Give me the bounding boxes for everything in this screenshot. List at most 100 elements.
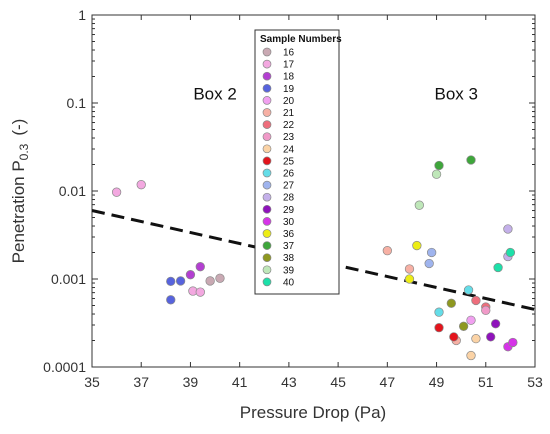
data-point-sample-25	[449, 332, 459, 342]
data-point-sample-18	[195, 262, 205, 272]
data-point-sample-17	[195, 287, 205, 297]
x-tick-label: 51	[478, 374, 494, 390]
legend-entry: 27	[283, 181, 295, 192]
data-point-sample-39	[414, 200, 424, 210]
data-point-sample-40	[493, 262, 503, 273]
data-point-sample-24	[471, 333, 481, 344]
box-annotations: Box 2 Box 3	[193, 84, 478, 103]
data-point-sample-36	[412, 240, 422, 251]
x-tick-label: 37	[133, 374, 149, 390]
x-tick-label: 53	[527, 374, 543, 390]
legend-marker	[262, 59, 272, 69]
legend-marker	[262, 180, 272, 190]
legend-entry: 17	[283, 60, 295, 71]
data-point-sample-19	[166, 276, 176, 287]
data-point-sample-40	[505, 247, 516, 258]
legend-entry: 38	[283, 253, 295, 264]
legend-entry: 19	[283, 84, 295, 95]
legend-marker	[262, 96, 272, 105]
data-points	[111, 155, 518, 361]
legend-marker	[262, 120, 272, 129]
data-point-sample-25	[434, 323, 444, 333]
legend-title: Sample Numbers	[260, 34, 342, 45]
legend-entry: 16	[283, 48, 295, 59]
data-point-sample-19	[175, 276, 186, 286]
legend-entry: 25	[283, 156, 295, 167]
legend-marker	[262, 156, 272, 166]
legend-entry: 26	[283, 169, 295, 180]
data-point-sample-26	[434, 307, 444, 317]
legend-marker	[262, 204, 272, 214]
legend-entry: 30	[283, 217, 295, 228]
legend-entry: 23	[283, 132, 295, 143]
x-tick-label: 39	[183, 374, 199, 390]
x-tick-label: 47	[380, 374, 396, 390]
legend-entry: 28	[283, 193, 295, 204]
data-point-sample-22	[471, 295, 481, 306]
data-point-sample-17	[111, 187, 122, 197]
legend-marker	[262, 71, 272, 81]
legend-marker	[262, 168, 272, 178]
legend-entry: 36	[283, 229, 295, 240]
legend-entry: 18	[283, 72, 295, 83]
y-axis-title-main: Penetration P	[9, 160, 28, 263]
legend-marker	[262, 265, 272, 275]
data-point-sample-38	[458, 321, 469, 331]
data-point-sample-21	[382, 245, 392, 256]
legend-marker	[262, 83, 272, 93]
x-tick-label: 35	[84, 374, 100, 390]
legend-entry: 29	[283, 205, 295, 216]
legend-entry: 20	[283, 96, 295, 107]
y-axis-title-unit: (-)	[9, 119, 28, 136]
box-label: Box 2	[193, 84, 236, 103]
y-axis-title: Penetration P0.3 (-)	[9, 119, 31, 264]
legend-marker	[262, 217, 272, 226]
x-tick-label: 43	[281, 374, 297, 390]
legend-entry: 39	[283, 265, 295, 276]
x-tick-label: 49	[429, 374, 445, 390]
data-point-sample-36	[404, 274, 415, 284]
data-point-sample-30	[508, 337, 518, 348]
data-point-sample-21	[404, 264, 415, 274]
y-axis-title-subscript: 0.3	[17, 143, 31, 160]
data-point-sample-29	[486, 332, 496, 342]
legend-marker	[262, 192, 272, 202]
y-tick-label: 0.01	[59, 183, 86, 199]
data-point-sample-19	[166, 295, 176, 305]
legend-marker	[262, 277, 272, 287]
y-tick-label: 0.1	[67, 95, 87, 111]
legend-marker	[262, 253, 272, 263]
axis-ticks	[91, 14, 536, 368]
y-tick-label: 0.0001	[43, 359, 86, 375]
data-point-sample-26	[463, 285, 474, 295]
data-point-sample-16	[215, 273, 225, 283]
data-point-sample-37	[466, 155, 476, 165]
y-tick-label: 1	[78, 7, 86, 23]
box-label: Box 3	[435, 84, 478, 103]
data-point-sample-28	[503, 224, 513, 234]
legend-marker	[262, 229, 272, 238]
data-point-sample-39	[431, 169, 442, 179]
data-point-sample-37	[434, 160, 444, 171]
legend-entry: 22	[283, 120, 295, 131]
legend-entry: 24	[283, 144, 295, 155]
data-point-sample-38	[446, 298, 456, 308]
y-tick-label: 0.001	[51, 271, 86, 287]
x-tick-label: 41	[232, 374, 248, 390]
data-point-sample-20	[466, 315, 476, 325]
x-axis-title: Pressure Drop (Pa)	[240, 403, 386, 422]
legend-marker	[262, 47, 272, 57]
legend-marker	[262, 144, 272, 154]
legend-entry: 37	[283, 241, 295, 252]
legend-marker	[262, 132, 272, 142]
data-point-sample-24	[466, 350, 476, 361]
data-point-sample-27	[426, 247, 437, 258]
data-point-sample-29	[490, 319, 501, 329]
legend-marker	[262, 108, 272, 117]
data-point-sample-23	[481, 305, 491, 316]
data-point-sample-17	[136, 180, 146, 190]
legend-entry: 40	[283, 277, 295, 288]
legend-entry: 21	[283, 108, 295, 119]
